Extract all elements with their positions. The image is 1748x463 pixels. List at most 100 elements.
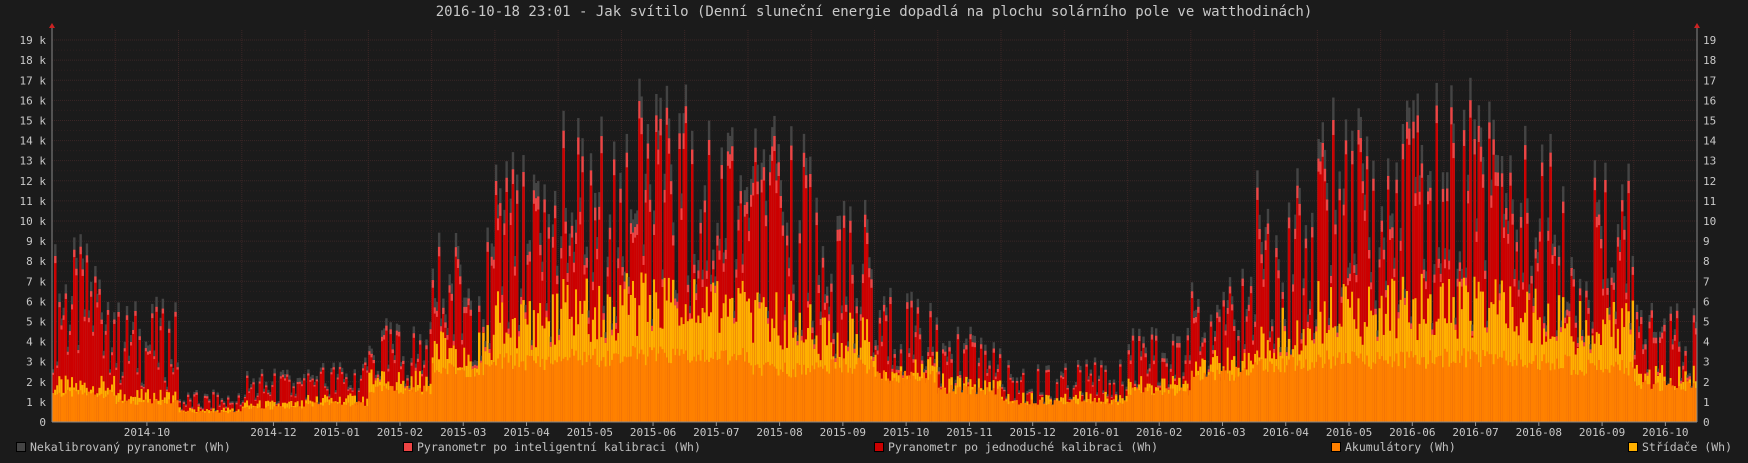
bar-accumulators (606, 350, 610, 422)
bar-accumulators (644, 365, 648, 422)
bar-accumulators (64, 393, 68, 422)
bar-accumulators (737, 355, 740, 422)
bar-accumulators (1519, 359, 1523, 422)
bar-accumulators (111, 391, 114, 422)
bar-accumulators (1121, 403, 1124, 422)
bar-simple (906, 308, 909, 422)
bar-accumulators (113, 395, 116, 422)
bar-accumulators (872, 366, 875, 422)
bar-accumulators (1460, 355, 1464, 422)
month-bars-2015-07 (684, 84, 749, 423)
month-bars-2016-07 (1443, 77, 1508, 423)
bar-accumulators (1694, 387, 1698, 422)
bar-accumulators (1572, 369, 1575, 422)
bar-accumulators (1346, 362, 1350, 422)
bar-simple (581, 172, 584, 422)
bar-accumulators (1593, 365, 1597, 422)
bar-accumulators (376, 386, 380, 422)
bar-accumulators (621, 361, 624, 422)
bar-accumulators (929, 374, 932, 422)
bar-accumulators (931, 370, 934, 422)
bar-accumulators (697, 354, 700, 422)
bar-accumulators (1028, 404, 1031, 422)
y-tick-label-right: 3 (1703, 356, 1710, 369)
month-bars-2015-01 (305, 357, 369, 422)
bar-accumulators (1260, 359, 1263, 422)
bar-accumulators (1656, 382, 1660, 422)
bar-simple (92, 335, 95, 422)
bar-simple (106, 314, 110, 422)
bar-accumulators (895, 381, 898, 422)
bar-accumulators (1675, 387, 1679, 422)
bar-accumulators (486, 364, 489, 422)
bar-accumulators (182, 411, 186, 422)
bar-accumulators (248, 409, 251, 422)
bar-accumulators (92, 392, 95, 422)
legend-item-uncalibrated[interactable]: Nekalibrovaný pyranometr (Wh) (16, 440, 231, 454)
bar-simple (1197, 312, 1200, 422)
bar-accumulators (507, 362, 510, 422)
bar-accumulators (1110, 404, 1114, 422)
bar-simple (153, 359, 156, 422)
bar-accumulators (532, 360, 536, 422)
bar-accumulators (1424, 368, 1428, 422)
bar-accumulators (792, 369, 795, 422)
bar-simple (815, 225, 818, 422)
bar-accumulators (203, 412, 207, 422)
bar-accumulators (581, 365, 584, 422)
month-bars-2016-03 (1190, 268, 1255, 422)
bar-inverters (1606, 307, 1609, 422)
bar-accumulators (273, 406, 276, 422)
bar-accumulators (108, 389, 112, 422)
bar-accumulators (267, 406, 270, 422)
bar-accumulators (222, 412, 226, 422)
bar-inverters (1479, 291, 1483, 422)
legend-item-accumulators[interactable]: Akumulátory (Wh) (1331, 440, 1456, 454)
bar-simple (1119, 366, 1122, 422)
bar-accumulators (1644, 380, 1647, 422)
bar-accumulators (1336, 357, 1339, 422)
bar-accumulators (1386, 363, 1390, 422)
bar-accumulators (916, 381, 920, 422)
bar-accumulators (1659, 391, 1662, 422)
bar-simple (646, 158, 650, 422)
bar-accumulators (307, 404, 310, 422)
bar-accumulators (566, 360, 569, 422)
bar-accumulators (836, 357, 839, 422)
bar-accumulators (678, 355, 681, 422)
y-tick-label-right: 8 (1703, 255, 1710, 268)
bar-accumulators (56, 394, 59, 422)
bar-accumulators (996, 388, 1000, 422)
bar-accumulators (330, 403, 333, 422)
bar-accumulators (705, 359, 709, 422)
bar-accumulators (1513, 359, 1516, 422)
bar-accumulators (1344, 353, 1348, 422)
bar-accumulators (1686, 381, 1689, 422)
bar-accumulators (461, 369, 464, 422)
bar-simple (89, 296, 93, 422)
bar-accumulators (161, 400, 165, 422)
month-bars-2015-05 (558, 110, 622, 423)
bar-inverters (1368, 286, 1371, 422)
bar-accumulators (1066, 402, 1069, 422)
legend-item-simple-calibration[interactable]: Pyranometr po jednoduché kalibraci (Wh) (874, 440, 1158, 454)
bar-accumulators (452, 366, 456, 422)
bar-accumulators (1055, 400, 1059, 422)
bar-accumulators (779, 369, 783, 422)
bar-accumulators (804, 374, 808, 422)
bar-accumulators (707, 361, 711, 422)
bar-inverters (758, 308, 761, 422)
bar-accumulators (832, 359, 835, 422)
bar-accumulators (1505, 360, 1508, 422)
bar-inverters (762, 297, 766, 422)
x-tick-label: 2015-02 (377, 426, 423, 439)
bar-accumulators (722, 350, 726, 422)
bar-accumulators (216, 411, 219, 422)
bar-accumulators (509, 355, 513, 422)
bar-accumulators (1279, 372, 1282, 422)
bar-accumulators (321, 405, 325, 422)
bar-simple (1365, 169, 1369, 422)
bar-accumulators (414, 391, 418, 422)
legend-item-smart-calibration[interactable]: Pyranometr po inteligentní kalibraci (Wh… (403, 440, 701, 454)
legend-item-inverters[interactable]: Střídače (Wh) (1628, 440, 1732, 454)
